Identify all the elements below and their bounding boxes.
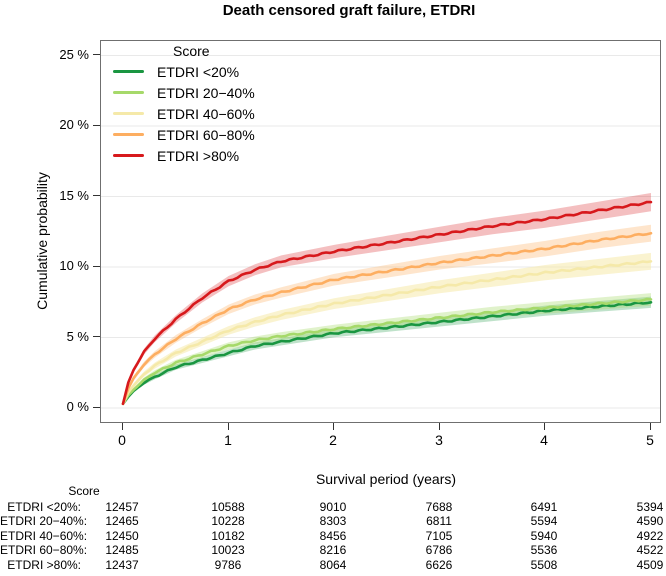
risk-count: 6626 <box>425 557 453 572</box>
risk-count: 4922 <box>636 528 664 543</box>
risk-count: 10228 <box>211 514 245 528</box>
x-tick-label: 1 <box>224 432 232 448</box>
risk-row-label: ETDRI 60−80%: <box>0 543 88 557</box>
risk-count: 8303 <box>319 514 347 528</box>
risk-count: 12457 <box>105 499 139 514</box>
risk-count: 5394 <box>636 499 664 514</box>
risk-count: 5508 <box>530 557 558 572</box>
x-tick-label: 0 <box>118 432 126 448</box>
ci-band-0 <box>123 296 651 405</box>
risk-row-label: ETDRI >80%: <box>7 557 81 572</box>
risk-count: 8456 <box>319 528 347 543</box>
x-tick-mark <box>228 423 229 430</box>
legend-label: ETDRI >80% <box>157 147 240 164</box>
curve-4 <box>121 200 653 406</box>
x-tick-mark <box>650 423 651 430</box>
risk-row-label: ETDRI <20%: <box>7 499 81 514</box>
risk-count: 12450 <box>105 528 139 543</box>
ci-band-4 <box>123 193 651 405</box>
legend-swatch-icon <box>113 70 144 73</box>
chart-title: Death censored graft failure, ETDRI <box>222 2 476 19</box>
risk-count: 8216 <box>319 543 347 557</box>
risk-count: 10588 <box>211 499 245 514</box>
risk-count: 12485 <box>105 543 139 557</box>
risk-count: 10023 <box>211 543 245 557</box>
x-tick-mark <box>439 423 440 430</box>
legend-swatch-icon <box>113 133 144 136</box>
risk-count: 5594 <box>530 514 558 528</box>
x-tick-mark <box>544 423 545 430</box>
risk-count: 5536 <box>530 543 558 557</box>
risk-count: 12437 <box>105 557 139 572</box>
risk-count: 7688 <box>425 499 453 514</box>
y-tick-label: 20 % <box>59 117 89 132</box>
risk-count: 5940 <box>530 528 558 543</box>
risk-count: 12465 <box>105 514 139 528</box>
y-tick-mark <box>93 336 100 337</box>
y-tick-label: 25 % <box>59 46 89 62</box>
risk-count: 6786 <box>425 543 453 557</box>
y-tick-label: 10 % <box>59 258 89 273</box>
risk-count: 9786 <box>214 557 242 572</box>
risk-count: 4522 <box>636 543 664 557</box>
y-tick-mark <box>93 124 100 126</box>
legend-label: ETDRI 40−60% <box>157 105 255 122</box>
risk-count: 10182 <box>211 528 245 543</box>
legend-item-0: ETDRI <20% <box>100 61 255 82</box>
y-tick-label: 15 % <box>59 187 89 203</box>
y-tick-mark <box>93 406 100 408</box>
legend-item-4: ETDRI >80% <box>100 145 255 166</box>
risk-count: 6491 <box>530 499 558 514</box>
legend-item-1: ETDRI 20−40% <box>100 82 255 103</box>
curve-1 <box>121 297 653 406</box>
legend-title: Score <box>173 43 210 59</box>
x-tick-mark <box>122 423 123 430</box>
legend: Score ETDRI <20% ETDRI 20−40% ETDRI 40−60%… <box>100 41 255 166</box>
risk-count: 6811 <box>426 514 452 528</box>
curve-2 <box>121 260 653 406</box>
plot-svg <box>101 55 660 409</box>
x-tick-label: 5 <box>646 432 654 448</box>
x-tick-label: 3 <box>435 432 443 448</box>
legend-item-3: ETDRI 60−80% <box>100 124 255 145</box>
legend-items: ETDRI <20% ETDRI 20−40% ETDRI 40−60% ETDRI … <box>100 61 255 166</box>
risk-count: 8064 <box>319 557 347 572</box>
legend-label: ETDRI 60−80% <box>157 126 255 143</box>
y-tick-mark <box>93 265 100 267</box>
x-tick-mark <box>333 423 334 430</box>
y-tick-label: 5 % <box>66 328 89 344</box>
y-tick-label: 0 % <box>66 399 89 414</box>
ci-band-3 <box>123 224 651 405</box>
risk-count: 4590 <box>636 514 664 528</box>
legend-item-2: ETDRI 40−60% <box>100 103 255 124</box>
risk-row-label: ETDRI 20−40%: <box>0 514 88 528</box>
ci-band-1 <box>123 293 651 405</box>
y-tick-mark <box>93 195 100 196</box>
x-axis-label: Survival period (years) <box>315 471 457 487</box>
plot-area <box>100 40 661 423</box>
curve-3 <box>121 231 653 406</box>
legend-swatch-icon <box>113 112 144 115</box>
y-tick-mark <box>93 54 100 55</box>
x-tick-label: 4 <box>540 432 548 448</box>
risk-count: 9010 <box>319 499 347 514</box>
risk-row-label: ETDRI 40−60%: <box>0 528 88 543</box>
risk-table-header: Score <box>68 484 100 498</box>
risk-count: 4509 <box>636 557 664 572</box>
curve-0 <box>121 301 653 406</box>
risk-count: 7105 <box>425 528 453 543</box>
x-tick-label: 2 <box>329 432 337 448</box>
legend-label: ETDRI 20−40% <box>157 84 255 101</box>
legend-swatch-icon <box>113 154 144 157</box>
legend-swatch-icon <box>113 91 144 94</box>
legend-label: ETDRI <20% <box>157 63 240 80</box>
